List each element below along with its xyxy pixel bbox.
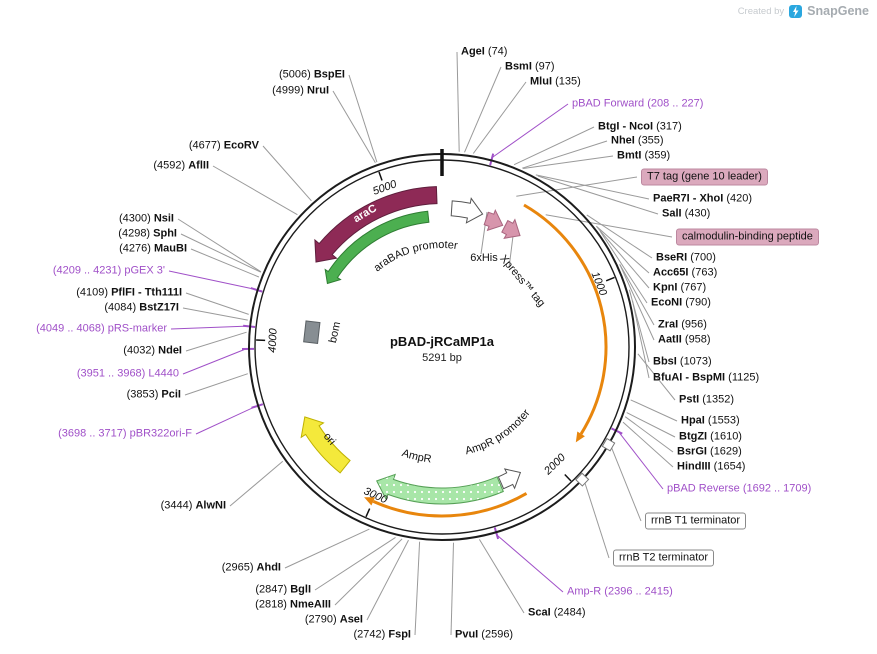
feature-label-ampr-promoter: AmpR promoter <box>464 407 533 457</box>
plasmid-name: pBAD-jRCaMP1a <box>389 334 495 349</box>
scale-label-4000: 4000 <box>267 327 280 353</box>
leader-lines <box>168 51 678 636</box>
feature-label-ampr: AmpR <box>400 447 432 465</box>
feature-label-arabad-promoter: araBAD promoter <box>372 239 459 274</box>
bom-box <box>303 320 321 344</box>
xpress-tag-arrow-2 <box>501 218 521 239</box>
ampR-promoter-arrow <box>497 468 522 490</box>
orf-arc-bottom-head <box>364 497 376 506</box>
created-by-text: Created by <box>737 5 785 17</box>
terminator-glyph-t2 <box>575 472 590 487</box>
xpress-tag-arrow-1 <box>483 208 504 232</box>
feature-label-bom: bom <box>327 321 343 344</box>
orf-arc-bottom <box>372 492 528 518</box>
ori-arrow <box>300 416 351 474</box>
araBAD-promoter-arrow <box>450 197 484 224</box>
snapgene-brand-text: SnapGene <box>807 4 869 18</box>
backbone-ring <box>248 149 636 541</box>
feature-label-xpress-tag: Xpress™ tag <box>497 253 547 309</box>
orf-arc-right-head <box>575 431 585 443</box>
scale-label-2000: 2000 <box>541 451 568 478</box>
scale-label-1000: 1000 <box>589 270 610 298</box>
snapgene-logo-icon <box>789 4 803 18</box>
green-regulatory-arrow <box>324 210 430 285</box>
terminator-glyph-t1 <box>601 437 616 452</box>
orf-arc-right <box>523 203 608 435</box>
plasmid-title-block: pBAD-jRCaMP1a 5291 bp <box>390 334 494 364</box>
araC-arrow <box>314 186 438 263</box>
ampR-arrow <box>375 473 504 505</box>
credit-bar: Created by SnapGene <box>738 4 869 18</box>
feature-label-6xhis: 6xHis <box>470 252 498 264</box>
features-layer <box>300 186 616 518</box>
plasmid-size: 5291 bp <box>422 352 462 364</box>
